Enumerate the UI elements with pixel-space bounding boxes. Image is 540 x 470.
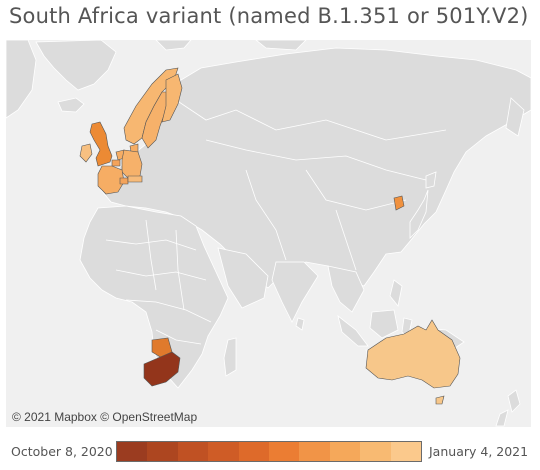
country-finland[interactable] [161,73,183,123]
map-title: South Africa variant (named B.1.351 or 5… [9,4,529,28]
land-se-asia [327,265,365,313]
legend-color-step [329,442,361,461]
legend-color-step [269,442,300,461]
legend-color-step [208,442,239,461]
legend-end-label: January 4, 2021 [429,444,529,459]
land-madagascar [223,337,237,377]
land-greenland [35,40,117,91]
country-belgium[interactable] [111,159,121,167]
land-japan [409,189,429,239]
world-map[interactable]: © 2021 Mapbox © OpenStreetMap [6,40,531,427]
legend-color-step [360,442,391,461]
country-south-korea[interactable] [393,195,405,211]
color-legend-ramp [116,441,422,462]
land-sri-lanka [295,317,305,331]
legend-start-label: October 8, 2020 [11,444,113,459]
land-arabia [217,247,269,309]
highlighted-countries [79,67,461,405]
land-india [271,261,319,323]
legend-color-step [147,442,178,461]
country-united-kingdom[interactable] [89,121,113,167]
land-north-america [6,40,37,119]
base-land [6,40,531,427]
legend-color-step [117,442,148,461]
country-south-africa[interactable] [143,351,181,387]
legend-color-step [299,442,330,461]
land-iceland [57,97,85,113]
land-eurasia [100,47,531,289]
land-philippines [389,279,403,307]
legend-color-step [390,442,422,461]
country-australia-tasmania[interactable] [435,395,445,405]
country-switzerland[interactable] [119,177,129,185]
land-sumatra [337,314,369,347]
land-arctic-islands [155,40,307,51]
map-canvas[interactable] [6,40,531,427]
country-australia[interactable] [365,319,461,389]
legend-color-step [238,442,270,461]
map-attribution[interactable]: © 2021 Mapbox © OpenStreetMap [10,410,200,424]
legend-color-step [177,442,209,461]
land-new-zealand [495,389,521,427]
land-hokkaido [425,171,437,189]
land-borneo [369,309,399,339]
country-france[interactable] [97,165,125,195]
country-ireland[interactable] [79,143,93,163]
country-austria[interactable] [127,175,143,183]
land-kamchatka [505,97,525,137]
country-borders [105,99,447,345]
